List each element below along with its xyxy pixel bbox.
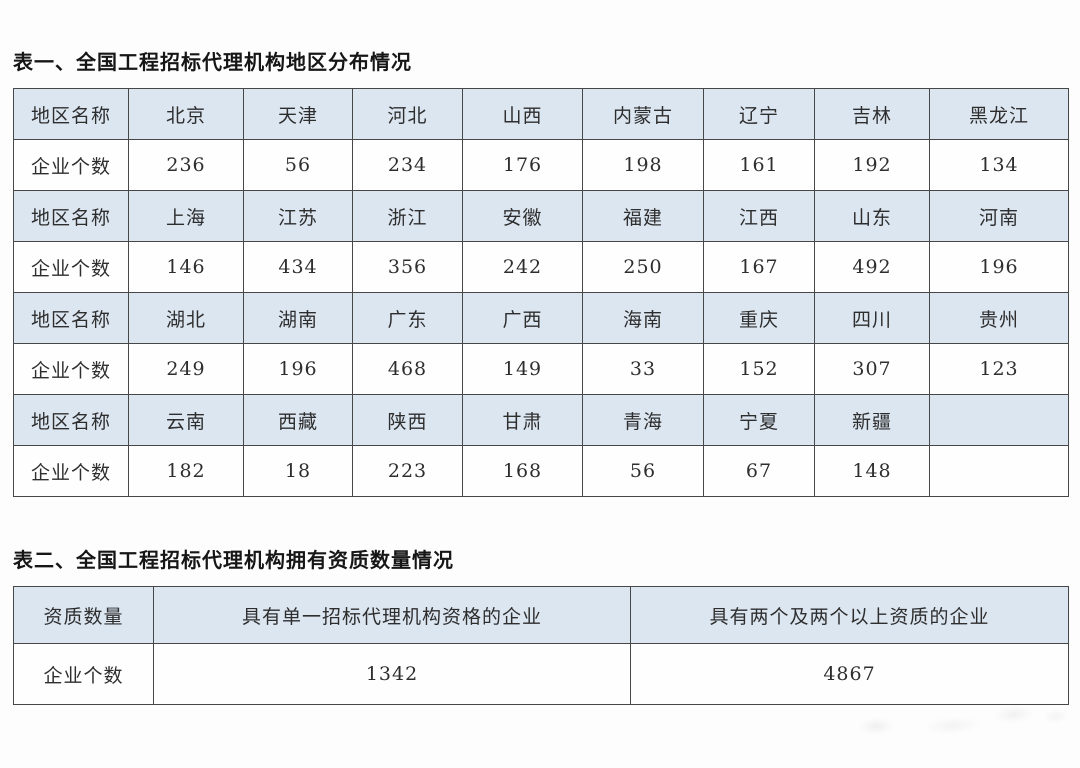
table1-title: 表一、全国工程招标代理机构地区分布情况 <box>13 50 412 74</box>
enterprise-count-cell: 123 <box>929 343 1069 395</box>
region-name-cell: 湖南 <box>243 292 353 344</box>
region-name-cell: 山东 <box>814 190 930 242</box>
region-name-cell: 广东 <box>352 292 463 344</box>
region-name-cell: 辽宁 <box>703 88 815 140</box>
enterprise-count-row: 企业个数 182 18 223 168 56 67 148 <box>13 445 1069 497</box>
enterprise-count-cell: 249 <box>128 343 244 395</box>
enterprise-count-cell: 196 <box>929 241 1069 293</box>
region-name-cell: 吉林 <box>814 88 930 140</box>
region-name-cell: 上海 <box>128 190 244 242</box>
table2-title: 表二、全国工程招标代理机构拥有资质数量情况 <box>13 548 454 572</box>
enterprise-count-cell: 148 <box>814 445 930 497</box>
region-name-cell: 浙江 <box>352 190 463 242</box>
region-name-cell: 青海 <box>582 394 704 446</box>
region-name-cell: 陕西 <box>352 394 463 446</box>
region-name-label: 地区名称 <box>13 88 129 140</box>
table2-data-row: 企业个数 1342 4867 <box>13 643 1069 705</box>
table2-header-qualification-count: 资质数量 <box>13 586 154 644</box>
region-name-cell: 四川 <box>814 292 930 344</box>
region-name-cell: 江西 <box>703 190 815 242</box>
region-name-cell: 安徽 <box>462 190 583 242</box>
region-name-cell <box>929 394 1069 446</box>
enterprise-count-cell: 356 <box>352 241 463 293</box>
region-name-label: 地区名称 <box>13 190 129 242</box>
enterprise-count-cell: 242 <box>462 241 583 293</box>
enterprise-count-cell: 146 <box>128 241 244 293</box>
region-name-row: 地区名称 湖北 湖南 广东 广西 海南 重庆 四川 贵州 <box>13 292 1069 344</box>
region-name-cell: 福建 <box>582 190 704 242</box>
enterprise-count-cell: 18 <box>243 445 353 497</box>
enterprise-count-row: 企业个数 249 196 468 149 33 152 307 123 <box>13 343 1069 395</box>
enterprise-count-cell: 149 <box>462 343 583 395</box>
enterprise-count-cell: 307 <box>814 343 930 395</box>
enterprise-count-cell: 434 <box>243 241 353 293</box>
enterprise-count-cell: 236 <box>128 139 244 191</box>
enterprise-count-cell <box>929 445 1069 497</box>
enterprise-count-cell: 250 <box>582 241 704 293</box>
enterprise-count-cell: 56 <box>243 139 353 191</box>
enterprise-count-label: 企业个数 <box>13 343 129 395</box>
enterprise-count-cell: 56 <box>582 445 704 497</box>
region-name-cell: 新疆 <box>814 394 930 446</box>
region-name-cell: 黑龙江 <box>929 88 1069 140</box>
region-name-cell: 广西 <box>462 292 583 344</box>
region-name-row: 地区名称 上海 江苏 浙江 安徽 福建 江西 山东 河南 <box>13 190 1069 242</box>
region-name-cell: 北京 <box>128 88 244 140</box>
enterprise-count-cell: 33 <box>582 343 704 395</box>
region-name-cell: 江苏 <box>243 190 353 242</box>
enterprise-count-cell: 176 <box>462 139 583 191</box>
table1-region-distribution: 地区名称 北京 天津 河北 山西 内蒙古 辽宁 吉林 黑龙江 企业个数 236 56 234 176 198… <box>13 88 1069 497</box>
table2-header-row: 资质数量 具有单一招标代理机构资格的企业 具有两个及两个以上资质的企业 <box>13 586 1069 644</box>
enterprise-count-cell: 152 <box>703 343 815 395</box>
table2-header-single-qualification: 具有单一招标代理机构资格的企业 <box>153 586 631 644</box>
enterprise-count-cell: 492 <box>814 241 930 293</box>
enterprise-count-cell: 468 <box>352 343 463 395</box>
enterprise-count-cell: 234 <box>352 139 463 191</box>
enterprise-count-cell: 198 <box>582 139 704 191</box>
region-name-label: 地区名称 <box>13 394 129 446</box>
region-name-cell: 山西 <box>462 88 583 140</box>
region-name-cell: 贵州 <box>929 292 1069 344</box>
enterprise-count-row: 企业个数 236 56 234 176 198 161 192 134 <box>13 139 1069 191</box>
table2-qualification-counts: 资质数量 具有单一招标代理机构资格的企业 具有两个及两个以上资质的企业 企业个数… <box>13 586 1069 705</box>
enterprise-count-cell: 67 <box>703 445 815 497</box>
region-name-label: 地区名称 <box>13 292 129 344</box>
enterprise-count-cell: 192 <box>814 139 930 191</box>
table2-value-multi: 4867 <box>630 643 1069 705</box>
enterprise-count-cell: 223 <box>352 445 463 497</box>
region-name-cell: 宁夏 <box>703 394 815 446</box>
region-name-cell: 河南 <box>929 190 1069 242</box>
region-name-cell: 甘肃 <box>462 394 583 446</box>
enterprise-count-cell: 134 <box>929 139 1069 191</box>
table2-value-single: 1342 <box>153 643 631 705</box>
region-name-row: 地区名称 北京 天津 河北 山西 内蒙古 辽宁 吉林 黑龙江 <box>13 88 1069 140</box>
table2-header-multi-qualification: 具有两个及两个以上资质的企业 <box>630 586 1069 644</box>
region-name-cell: 重庆 <box>703 292 815 344</box>
region-name-cell: 湖北 <box>128 292 244 344</box>
enterprise-count-label: 企业个数 <box>13 139 129 191</box>
enterprise-count-cell: 182 <box>128 445 244 497</box>
enterprise-count-cell: 167 <box>703 241 815 293</box>
region-name-cell: 云南 <box>128 394 244 446</box>
enterprise-count-label: 企业个数 <box>13 445 129 497</box>
region-name-cell: 西藏 <box>243 394 353 446</box>
enterprise-count-row: 企业个数 146 434 356 242 250 167 492 196 <box>13 241 1069 293</box>
enterprise-count-label: 企业个数 <box>13 241 129 293</box>
enterprise-count-cell: 161 <box>703 139 815 191</box>
enterprise-count-cell: 196 <box>243 343 353 395</box>
table2-row-label: 企业个数 <box>13 643 154 705</box>
region-name-cell: 河北 <box>352 88 463 140</box>
region-name-cell: 海南 <box>582 292 704 344</box>
region-name-row: 地区名称 云南 西藏 陕西 甘肃 青海 宁夏 新疆 <box>13 394 1069 446</box>
region-name-cell: 天津 <box>243 88 353 140</box>
enterprise-count-cell: 168 <box>462 445 583 497</box>
region-name-cell: 内蒙古 <box>582 88 704 140</box>
